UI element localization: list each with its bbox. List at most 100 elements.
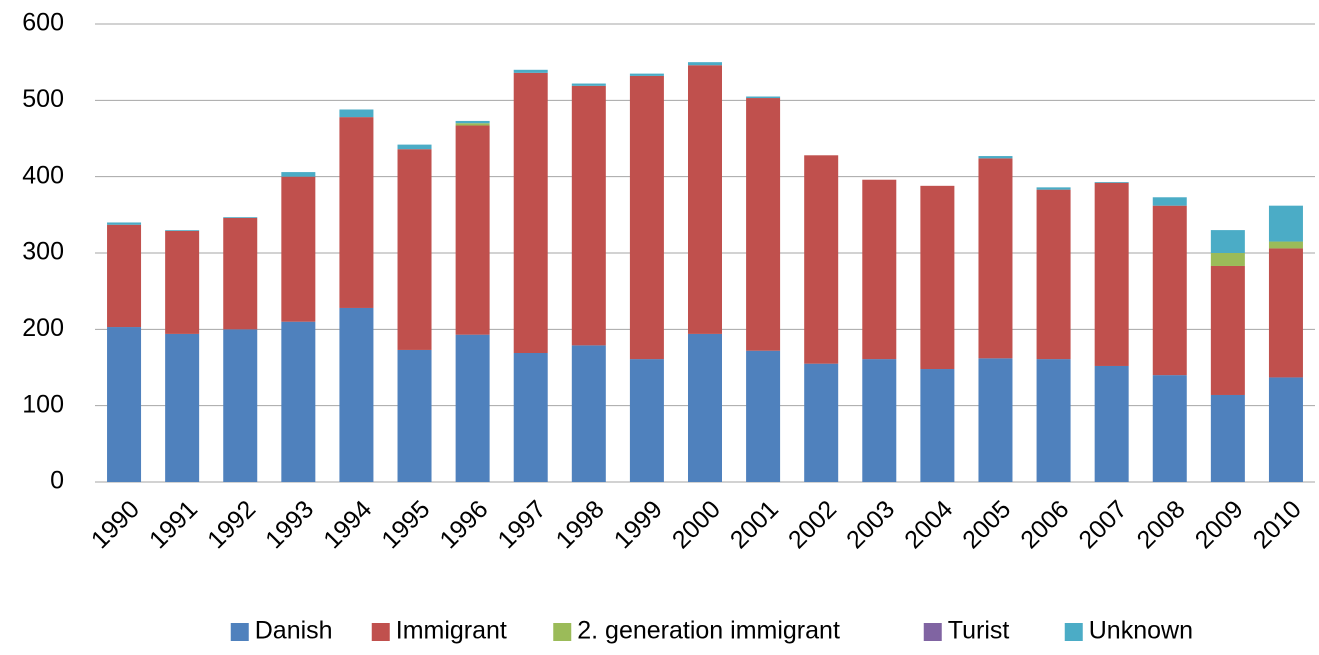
x-tick-label: 2001 — [725, 495, 784, 554]
bar-segment — [455, 123, 490, 126]
x-tick-label: 2006 — [1015, 495, 1074, 554]
bar-segment — [513, 69, 548, 73]
bar-segment — [862, 179, 897, 360]
y-tick-label: 400 — [22, 161, 64, 189]
x-tick-label: 2010 — [1248, 495, 1307, 554]
legend-label: Danish — [255, 617, 333, 645]
bar-segment — [1036, 187, 1071, 190]
bar-segment — [571, 85, 606, 346]
x-tick-label: 2004 — [899, 495, 958, 554]
bar-segment — [223, 217, 258, 218]
x-tick-label: 1992 — [202, 495, 261, 554]
bar-segment — [339, 307, 374, 482]
x-tick-label: 2000 — [667, 495, 726, 554]
legend-swatch — [230, 623, 249, 641]
legend-label: Turist — [948, 617, 1010, 645]
legend-label: Immigrant — [396, 617, 507, 645]
bar-segment — [1036, 189, 1071, 360]
y-tick-label: 500 — [22, 85, 64, 113]
bar-segment — [1152, 205, 1187, 376]
bar-segment — [571, 345, 606, 482]
bar-segment — [397, 144, 432, 150]
bar-segment — [397, 149, 432, 350]
bar-segment — [281, 176, 316, 322]
bar-segment — [1152, 197, 1187, 206]
x-tick-label: 1995 — [376, 495, 435, 554]
x-tick-label: 2003 — [841, 495, 900, 554]
x-tick-label: 1999 — [609, 495, 668, 554]
x-tick-label: 1994 — [318, 495, 377, 554]
y-tick-label: 0 — [50, 467, 64, 495]
bar-segment — [339, 117, 374, 308]
x-tick-label: 2009 — [1190, 495, 1249, 554]
bar-segment — [978, 358, 1013, 482]
bar-segment — [165, 333, 200, 482]
bar-segment — [1268, 248, 1303, 378]
bar-segment — [629, 73, 664, 76]
bar-segment — [571, 83, 606, 86]
bar-segment — [165, 230, 200, 231]
bar-segment — [1210, 394, 1245, 482]
bar-segment — [397, 349, 432, 482]
bar-segment — [920, 369, 955, 482]
bar-segment — [1094, 365, 1129, 482]
bar-segment — [455, 334, 490, 482]
bar-segment — [107, 224, 142, 328]
bar-segment — [107, 327, 142, 482]
y-tick-label: 200 — [22, 314, 64, 342]
bar-segment — [746, 96, 781, 99]
legend-label: 2. generation immigrant — [577, 617, 840, 645]
x-tick-label: 2007 — [1073, 495, 1132, 554]
legend-swatch — [923, 623, 942, 641]
x-tick-label: 2008 — [1132, 495, 1191, 554]
bar-segment — [513, 352, 548, 482]
bar-segment — [1152, 375, 1187, 482]
bar-segment — [920, 185, 955, 370]
y-tick-label: 600 — [22, 9, 64, 37]
bar-segment — [107, 222, 142, 225]
bar-segment — [746, 98, 781, 351]
bar-segment — [455, 120, 490, 124]
legend-swatch — [553, 623, 572, 641]
bar-segment — [1210, 265, 1245, 395]
bar-segment — [455, 125, 490, 335]
legend-swatch — [371, 623, 390, 641]
bar-segment — [1268, 377, 1303, 482]
bar-segment — [1094, 182, 1129, 366]
bar-segment — [629, 359, 664, 482]
bar-segment — [804, 363, 839, 482]
bar-segment — [746, 350, 781, 482]
bar-segment — [165, 230, 200, 334]
bar-segment — [1210, 253, 1245, 266]
y-tick-label: 100 — [22, 390, 64, 418]
x-tick-label: 2005 — [957, 495, 1016, 554]
x-tick-label: 1997 — [492, 495, 551, 554]
bar-segment — [1268, 241, 1303, 249]
bar-segment — [1210, 230, 1245, 253]
x-tick-label: 1998 — [551, 495, 610, 554]
bar-segment — [629, 75, 664, 360]
bar-segment — [804, 155, 839, 364]
bar-segment — [1036, 359, 1071, 482]
x-tick-label: 1996 — [434, 495, 493, 554]
bar-segment — [688, 62, 722, 66]
bar-segment — [688, 65, 722, 334]
bar-segment — [1268, 205, 1303, 242]
bar-segment — [978, 158, 1013, 359]
x-tick-label: 1990 — [86, 495, 145, 554]
bar-segment — [1094, 182, 1129, 183]
bar-segment — [978, 156, 1013, 159]
y-tick-label: 300 — [22, 238, 64, 266]
bar-segment — [339, 109, 374, 118]
bar-segment — [223, 329, 258, 482]
bar-segment — [281, 172, 316, 177]
x-tick-label: 1993 — [260, 495, 319, 554]
bar-segment — [281, 321, 316, 482]
legend-label: Unknown — [1089, 617, 1193, 645]
x-tick-label: 1991 — [144, 495, 203, 554]
x-tick-label: 2002 — [783, 495, 842, 554]
legend-swatch — [1064, 623, 1083, 641]
bar-segment — [513, 72, 548, 353]
bar-segment — [223, 217, 258, 330]
